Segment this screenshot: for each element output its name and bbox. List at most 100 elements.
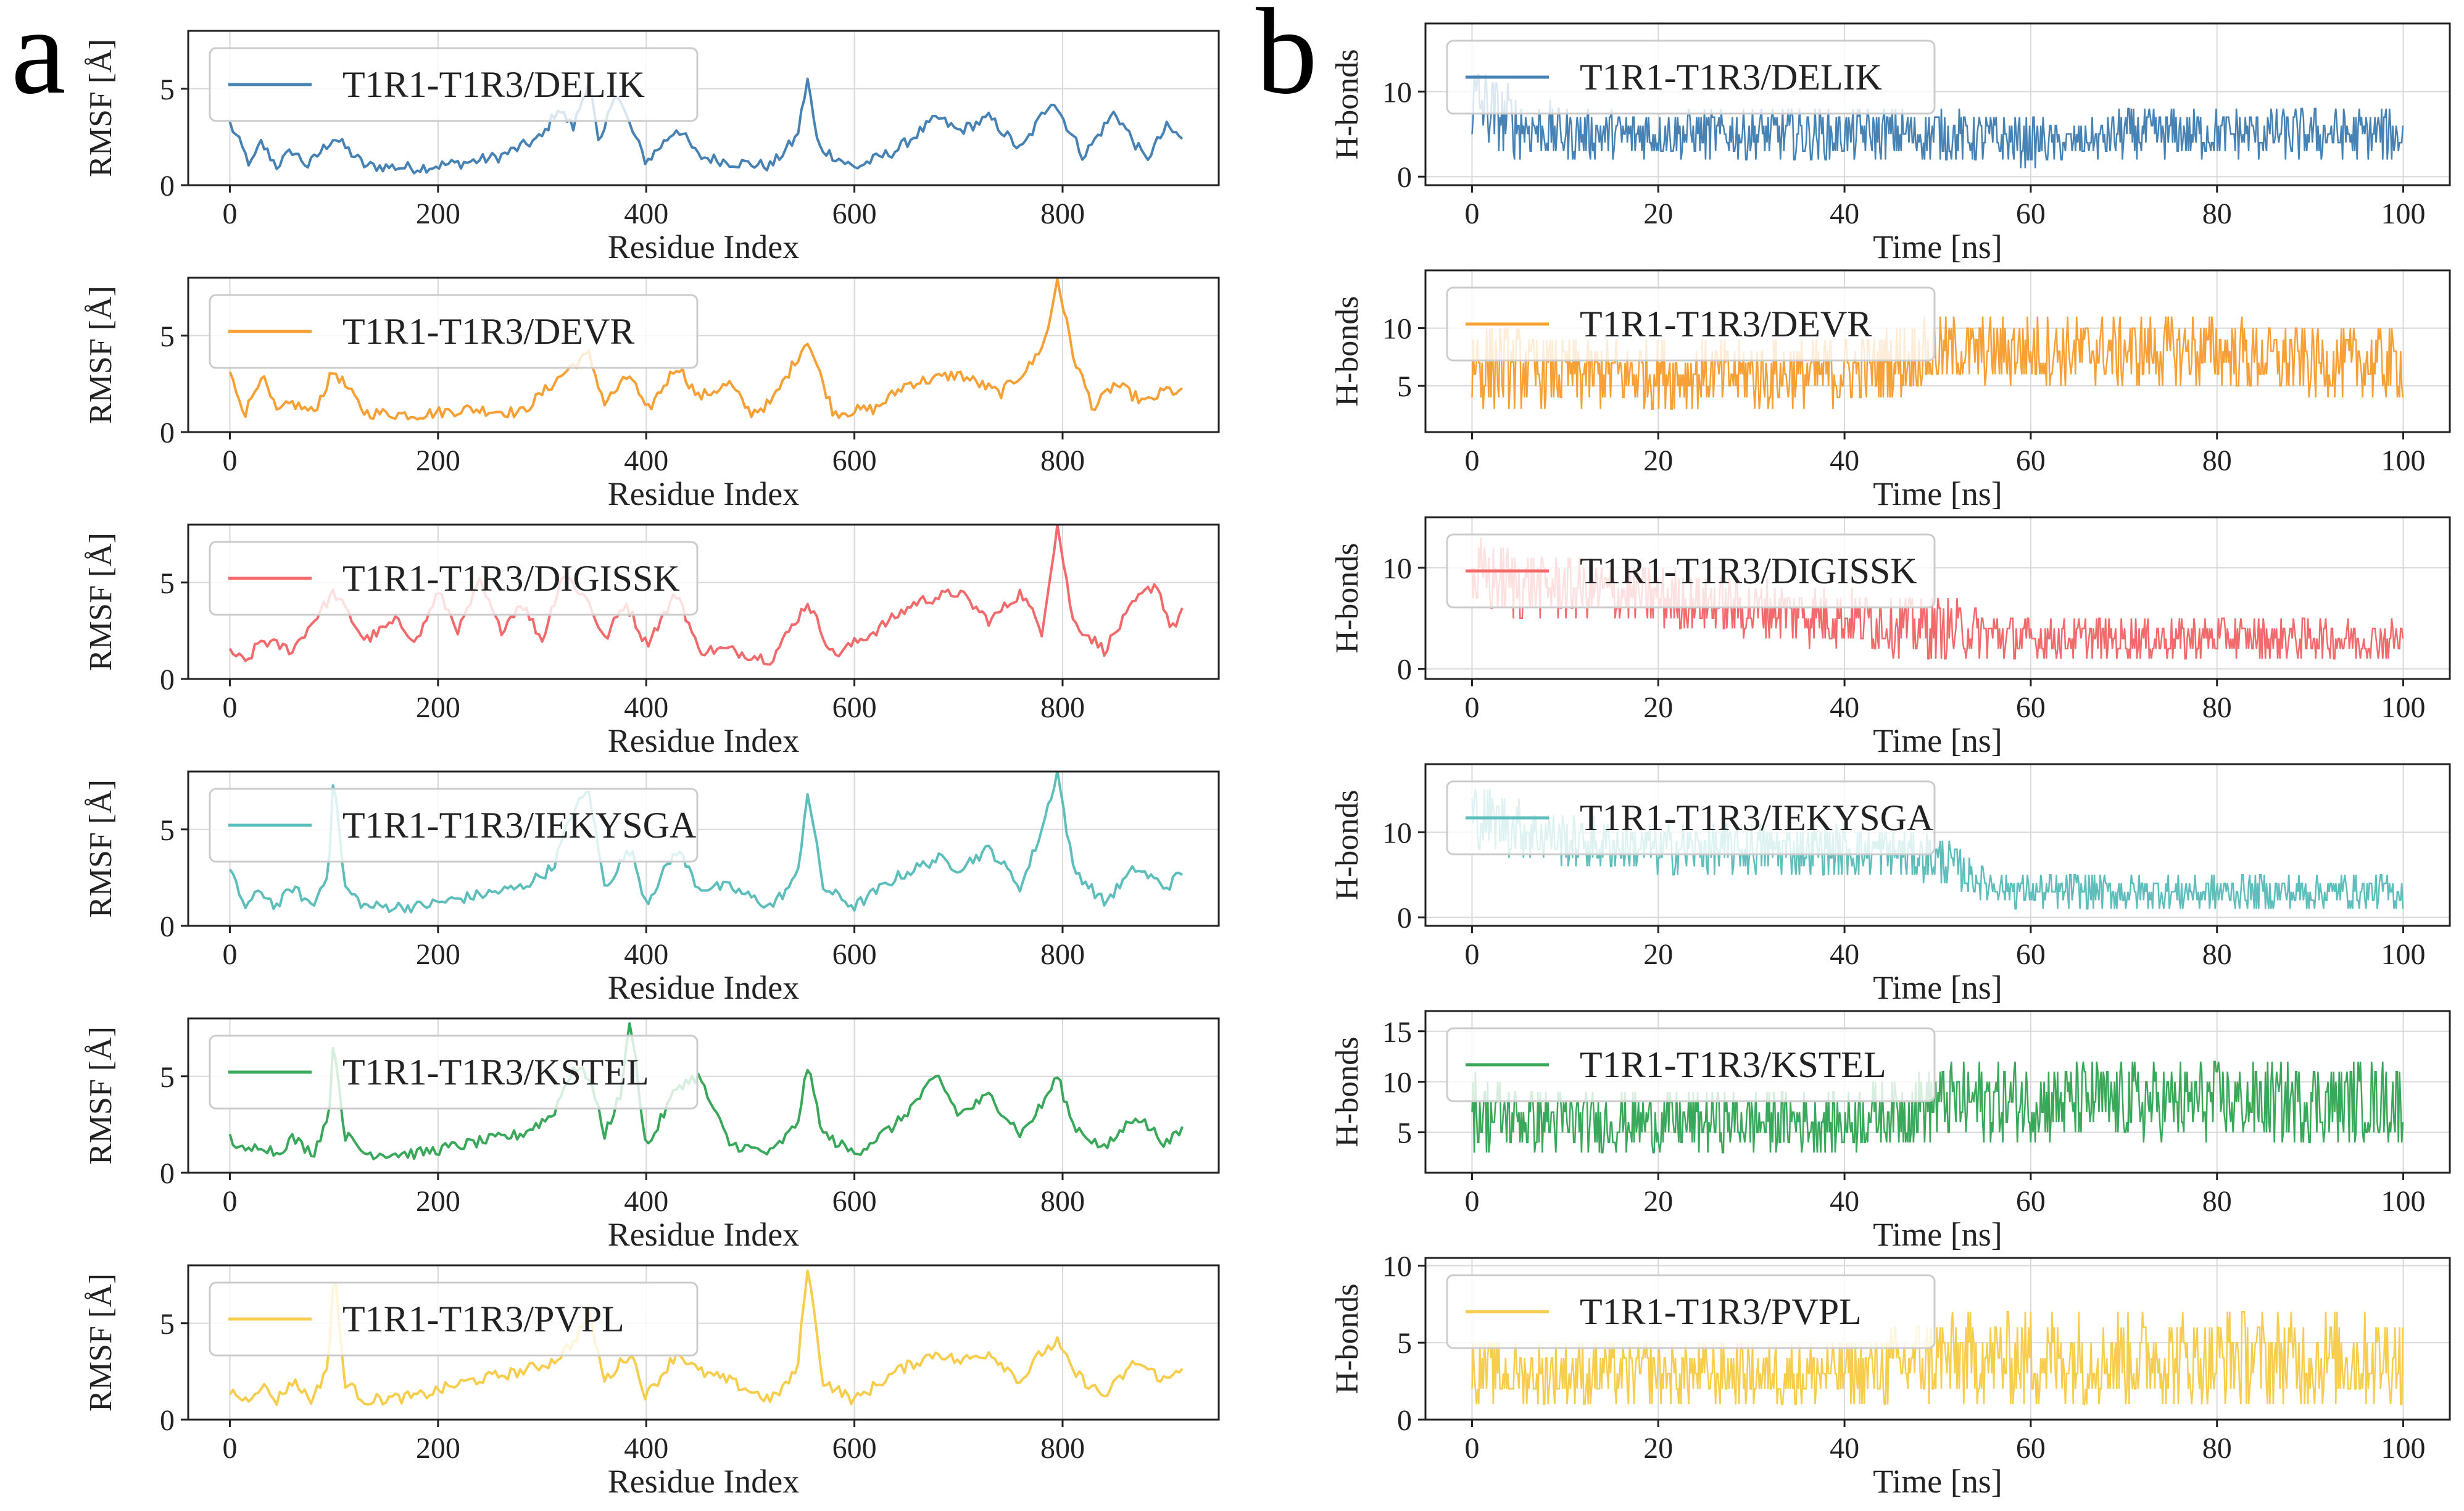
legend-label: T1R1-T1R3/KSTEL xyxy=(1580,1044,1886,1085)
x-tick-label: 600 xyxy=(832,198,877,230)
y-axis-title: H-bonds xyxy=(1330,296,1365,406)
y-tick-label: 5 xyxy=(160,814,175,847)
x-tick-label: 100 xyxy=(2381,444,2426,477)
legend-box xyxy=(1446,780,1936,855)
x-tick-label: 200 xyxy=(416,1432,460,1465)
x-tick-label: 0 xyxy=(1464,1185,1479,1218)
plot-frame xyxy=(1424,763,2451,927)
x-tick-label: 400 xyxy=(624,938,668,971)
x-tick-label: 600 xyxy=(832,444,877,477)
y-tick-label: 0 xyxy=(1397,1404,1412,1437)
rmsf-line xyxy=(228,278,1184,421)
y-axis-title: RMSF [Å] xyxy=(83,1273,118,1412)
rmsf-line xyxy=(228,772,1183,914)
x-tick-label: 80 xyxy=(2202,1432,2232,1465)
series-T1R1-T1R3/DELIK xyxy=(1471,73,2404,169)
x-tick-label: 100 xyxy=(2381,938,2426,971)
x-tick-label: 800 xyxy=(1040,691,1085,724)
y-tick-label: 0 xyxy=(160,1404,175,1437)
series-T1R1-T1R3/IEKYSGA xyxy=(228,772,1183,914)
x-tick-label: 0 xyxy=(222,198,237,230)
x-tick-label: 0 xyxy=(1464,938,1479,971)
legend-box xyxy=(209,47,699,122)
series-T1R1-T1R3/PVPL xyxy=(1471,1311,2404,1405)
plot-frame xyxy=(187,1264,1220,1421)
chart-a-1: 0 200 400 600 800 0 5 Residue Index RMSF [Å] T1R1… xyxy=(83,277,1220,512)
legend-label: T1R1-T1R3/PVPL xyxy=(1580,1291,1862,1332)
x-tick-label: 60 xyxy=(2016,691,2046,724)
plot-frame xyxy=(1424,516,2451,680)
y-tick-label: 0 xyxy=(1397,654,1412,686)
x-tick-label: 0 xyxy=(222,691,237,724)
legend-label: T1R1-T1R3/DEVR xyxy=(342,311,634,352)
legend-box xyxy=(209,788,699,863)
x-tick-label: 0 xyxy=(1464,1432,1479,1465)
y-tick-label: 0 xyxy=(1397,161,1412,194)
rmsf-line xyxy=(228,1269,1184,1406)
x-tick-label: 800 xyxy=(1040,444,1085,477)
hbond-line xyxy=(1471,73,2404,169)
x-tick-label: 20 xyxy=(1643,1185,1673,1218)
x-axis-title: Residue Index xyxy=(608,228,799,265)
x-tick-label: 100 xyxy=(2381,1432,2426,1465)
x-tick-label: 800 xyxy=(1040,1185,1085,1218)
x-tick-label: 40 xyxy=(1830,198,1859,230)
legend-box xyxy=(209,1281,699,1357)
chart-a-3: 0 200 400 600 800 0 5 Residue Index RMSF [Å] T1R1… xyxy=(83,770,1220,1006)
panel-a-label: a xyxy=(11,0,66,120)
x-tick-label: 200 xyxy=(416,1185,460,1218)
y-tick-label: 5 xyxy=(160,73,175,106)
x-tick-label: 400 xyxy=(624,198,668,230)
plot-frame xyxy=(187,523,1220,680)
x-tick-label: 0 xyxy=(222,1185,237,1218)
x-tick-label: 100 xyxy=(2381,198,2426,230)
x-axis-title: Time [ns] xyxy=(1873,1216,2002,1253)
y-tick-label: 0 xyxy=(160,664,175,696)
chart-b-3: 0 20 40 60 80 100 0 10 Time [ns] H-bonds T1R1-T1R3… xyxy=(1330,763,2451,1006)
y-axis-title: RMSF [Å] xyxy=(83,39,118,177)
y-tick-label: 10 xyxy=(1382,552,1412,585)
y-tick-label: 5 xyxy=(160,320,175,353)
x-tick-label: 40 xyxy=(1830,444,1859,477)
legend-label: T1R1-T1R3/DEVR xyxy=(1580,304,1872,344)
legend-box xyxy=(1446,1274,1936,1349)
y-tick-label: 10 xyxy=(1382,76,1412,109)
y-axis-title: RMSF [Å] xyxy=(83,780,118,918)
y-tick-label: 5 xyxy=(1397,370,1412,403)
x-axis-title: Residue Index xyxy=(608,1216,799,1253)
series-T1R1-T1R3/KSTEL xyxy=(1471,1060,2404,1154)
y-tick-label: 10 xyxy=(1382,817,1412,849)
plot-frame xyxy=(1424,269,2451,433)
x-axis-title: Residue Index xyxy=(608,969,799,1006)
x-tick-label: 80 xyxy=(2202,198,2232,230)
x-tick-label: 80 xyxy=(2202,444,2232,477)
legend-box xyxy=(209,541,699,616)
y-tick-label: 10 xyxy=(1382,1250,1412,1283)
series-T1R1-T1R3/KSTEL xyxy=(228,1022,1184,1160)
x-tick-label: 40 xyxy=(1830,1185,1859,1218)
legend-box xyxy=(1446,40,1936,115)
chart-a-4: 0 200 400 600 800 0 5 Residue Index RMSF [Å] T1R1… xyxy=(83,1017,1220,1253)
y-tick-label: 10 xyxy=(1382,1067,1412,1099)
y-tick-label: 15 xyxy=(1382,1016,1412,1049)
chart-a-5: 0 200 400 600 800 0 5 Residue Index RMSF [Å] T1R1… xyxy=(83,1264,1220,1500)
x-tick-label: 0 xyxy=(1464,691,1479,724)
y-tick-label: 0 xyxy=(160,910,175,943)
plot-frame xyxy=(187,770,1220,927)
x-tick-label: 800 xyxy=(1040,938,1085,971)
plot-frame xyxy=(1424,22,2451,186)
hbond-line xyxy=(1471,1311,2404,1405)
x-tick-label: 200 xyxy=(416,198,460,230)
x-tick-label: 800 xyxy=(1040,198,1085,230)
y-tick-label: 10 xyxy=(1382,313,1412,346)
y-tick-label: 0 xyxy=(160,417,175,449)
y-tick-label: 5 xyxy=(1397,1327,1412,1360)
x-tick-label: 800 xyxy=(1040,1432,1085,1465)
y-axis-title: H-bonds xyxy=(1330,1036,1365,1147)
x-axis-title: Residue Index xyxy=(608,475,799,512)
x-tick-label: 200 xyxy=(416,691,460,724)
legend-label: T1R1-T1R3/IEKYSGA xyxy=(1580,797,1933,838)
hbond-line xyxy=(1471,1060,2404,1154)
y-axis-title: H-bonds xyxy=(1330,49,1365,159)
